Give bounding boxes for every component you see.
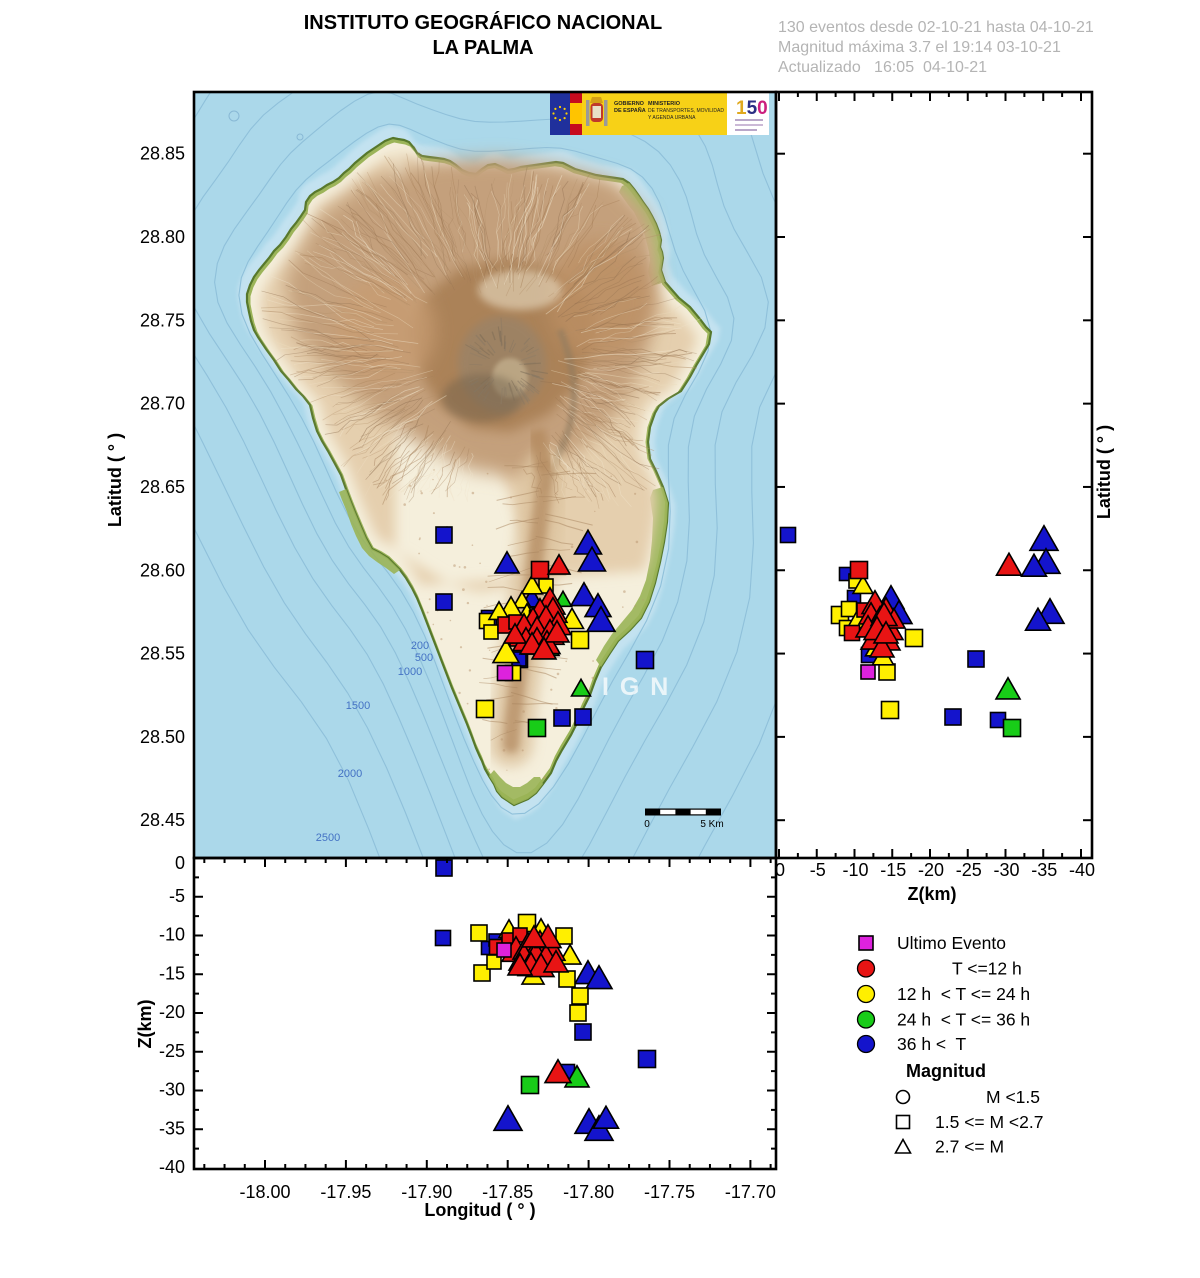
svg-text:0: 0 bbox=[175, 853, 185, 873]
svg-text:-5: -5 bbox=[169, 886, 185, 906]
svg-text:T <=12 h: T <=12 h bbox=[952, 959, 1022, 979]
svg-text:36 h < T: 36 h < T bbox=[897, 1034, 967, 1054]
svg-text:Actualizado 16:05 04-10-21: Actualizado 16:05 04-10-21 bbox=[778, 59, 987, 76]
svg-text:Y AGENDA URBANA: Y AGENDA URBANA bbox=[648, 115, 696, 121]
svg-text:DE TRANSPORTES, MOVILIDAD: DE TRANSPORTES, MOVILIDAD bbox=[648, 108, 724, 114]
svg-text:24 h < T <= 36 h: 24 h < T <= 36 h bbox=[897, 1010, 1030, 1030]
svg-text:Magnitud: Magnitud bbox=[906, 1061, 986, 1081]
svg-text:28.70: 28.70 bbox=[140, 394, 185, 414]
svg-text:130 eventos desde 02-10-21 has: 130 eventos desde 02-10-21 hasta 04-10-2… bbox=[778, 19, 1094, 36]
svg-text:-35: -35 bbox=[1031, 860, 1057, 880]
svg-text:500: 500 bbox=[415, 652, 433, 664]
svg-text:Latitud ( ° ): Latitud ( ° ) bbox=[105, 433, 125, 527]
svg-text:I G N: I G N bbox=[602, 673, 670, 701]
svg-text:Longitud ( ° ): Longitud ( ° ) bbox=[424, 1200, 535, 1220]
svg-text:-25: -25 bbox=[956, 860, 982, 880]
svg-text:28.85: 28.85 bbox=[140, 144, 185, 164]
svg-text:Ultimo Evento: Ultimo Evento bbox=[897, 933, 1006, 953]
svg-text:M <1.5: M <1.5 bbox=[986, 1087, 1040, 1107]
svg-text:-40: -40 bbox=[159, 1157, 185, 1177]
svg-text:28.65: 28.65 bbox=[140, 477, 185, 497]
svg-text:Z(km): Z(km) bbox=[135, 999, 155, 1048]
svg-text:-10: -10 bbox=[159, 925, 185, 945]
svg-text:Magnitud máxima 3.7 el 19:14 0: Magnitud máxima 3.7 el 19:14 03-10-21 bbox=[778, 39, 1061, 56]
svg-text:-17.90: -17.90 bbox=[401, 1182, 452, 1202]
svg-text:-30: -30 bbox=[993, 860, 1019, 880]
svg-text:-20: -20 bbox=[918, 860, 944, 880]
svg-text:2500: 2500 bbox=[316, 832, 340, 844]
svg-text:150: 150 bbox=[736, 98, 768, 119]
svg-text:-17.70: -17.70 bbox=[725, 1182, 776, 1202]
svg-text:INSTITUTO GEOGRÁFICO NACIONAL: INSTITUTO GEOGRÁFICO NACIONAL bbox=[304, 11, 663, 34]
svg-text:12 h < T <= 24 h: 12 h < T <= 24 h bbox=[897, 984, 1030, 1004]
svg-text:-40: -40 bbox=[1069, 860, 1095, 880]
svg-text:28.60: 28.60 bbox=[140, 560, 185, 580]
svg-text:28.80: 28.80 bbox=[140, 227, 185, 247]
svg-text:-17.80: -17.80 bbox=[563, 1182, 614, 1202]
svg-text:-25: -25 bbox=[159, 1041, 185, 1061]
svg-text:GOBIERNO: GOBIERNO bbox=[614, 101, 645, 107]
svg-text:-15: -15 bbox=[880, 860, 906, 880]
svg-text:-30: -30 bbox=[159, 1080, 185, 1100]
svg-text:-17.75: -17.75 bbox=[644, 1182, 695, 1202]
svg-text:1000: 1000 bbox=[398, 666, 422, 678]
svg-text:1500: 1500 bbox=[346, 700, 370, 712]
svg-text:-15: -15 bbox=[159, 963, 185, 983]
svg-text:1.5 <= M <2.7: 1.5 <= M <2.7 bbox=[935, 1112, 1043, 1132]
svg-text:-17.85: -17.85 bbox=[482, 1182, 533, 1202]
svg-text:0: 0 bbox=[775, 860, 785, 880]
svg-text:-17.95: -17.95 bbox=[320, 1182, 371, 1202]
svg-text:-18.00: -18.00 bbox=[239, 1182, 290, 1202]
svg-text:Z(km): Z(km) bbox=[908, 884, 957, 904]
svg-text:0: 0 bbox=[644, 819, 650, 830]
svg-text:28.75: 28.75 bbox=[140, 310, 185, 330]
svg-text:-35: -35 bbox=[159, 1118, 185, 1138]
svg-text:2.7 <= M: 2.7 <= M bbox=[935, 1137, 1004, 1157]
svg-text:28.55: 28.55 bbox=[140, 644, 185, 664]
svg-text:Latitud ( ° ): Latitud ( ° ) bbox=[1094, 425, 1114, 519]
svg-text:-20: -20 bbox=[159, 1002, 185, 1022]
svg-text:LA PALMA: LA PALMA bbox=[432, 37, 533, 59]
svg-text:DE ESPAÑA: DE ESPAÑA bbox=[614, 107, 646, 114]
svg-text:2000: 2000 bbox=[338, 768, 362, 780]
svg-text:200: 200 bbox=[411, 640, 429, 652]
svg-text:5 Km: 5 Km bbox=[700, 819, 723, 830]
svg-text:-10: -10 bbox=[842, 860, 868, 880]
svg-text:28.45: 28.45 bbox=[140, 810, 185, 830]
svg-text:MINISTERIO: MINISTERIO bbox=[648, 101, 681, 107]
svg-text:-5: -5 bbox=[810, 860, 826, 880]
svg-text:28.50: 28.50 bbox=[140, 727, 185, 747]
